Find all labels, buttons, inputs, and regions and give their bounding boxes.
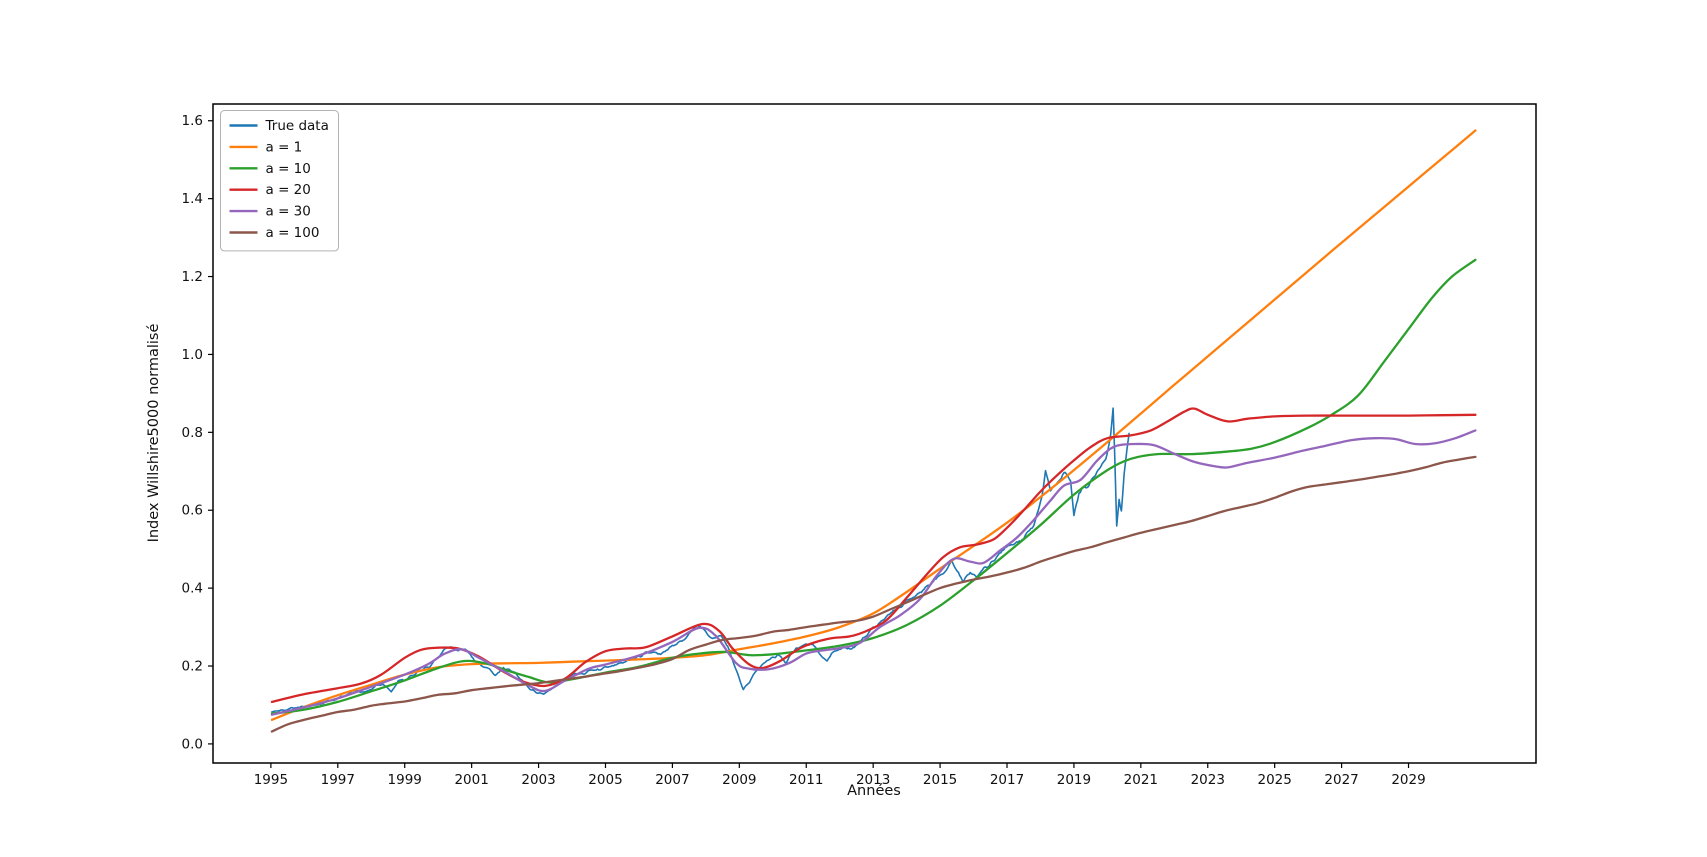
- x-tick-label: 2021: [1124, 772, 1158, 788]
- x-tick-label: 2019: [1057, 772, 1091, 788]
- y-tick-label: 0.2: [182, 659, 203, 675]
- legend-item-label: a = 100: [266, 225, 320, 241]
- y-tick-label: 0.0: [182, 736, 203, 752]
- x-tick-label: 1999: [388, 772, 422, 788]
- plot-frame: [212, 103, 1537, 764]
- x-tick-label: 2027: [1324, 772, 1358, 788]
- x-tick-label: 2009: [722, 772, 756, 788]
- legend-item-label: True data: [265, 118, 329, 134]
- series-a-1: [270, 129, 1477, 721]
- x-tick-label: 2011: [789, 772, 823, 788]
- x-axis-label: Années: [847, 783, 901, 799]
- series-true-data: [271, 407, 1130, 713]
- legend-item-label: a = 10: [266, 161, 311, 177]
- x-tick-label: 2015: [923, 772, 957, 788]
- x-tick-label: 2017: [990, 772, 1024, 788]
- x-tick-label: 2023: [1191, 772, 1225, 788]
- legend-box: [220, 110, 339, 252]
- x-tick-label: 2029: [1391, 772, 1425, 788]
- legend-item-label: a = 30: [266, 204, 311, 220]
- legend-item-label: a = 1: [266, 139, 303, 155]
- y-tick-label: 0.8: [182, 425, 203, 441]
- series-a-30: [270, 429, 1477, 716]
- x-tick-label: 2001: [454, 772, 488, 788]
- y-axis-label: Index Willshire5000 normalisé: [146, 324, 162, 543]
- legend-item-label: a = 20: [266, 182, 311, 198]
- y-tick-label: 1.4: [182, 191, 203, 207]
- x-tick-label: 2013: [856, 772, 890, 788]
- x-tick-label: 2025: [1257, 772, 1291, 788]
- x-tick-label: 2005: [588, 772, 622, 788]
- x-tick-label: 1995: [254, 772, 288, 788]
- y-tick-label: 1.6: [182, 113, 203, 129]
- y-tick-label: 0.6: [182, 503, 203, 519]
- series-a-10: [270, 258, 1477, 715]
- y-tick-label: 1.2: [182, 269, 203, 285]
- x-tick-label: 2003: [521, 772, 555, 788]
- x-tick-label: 1997: [321, 772, 355, 788]
- y-tick-label: 0.4: [182, 581, 203, 597]
- series-a-100: [270, 455, 1477, 733]
- x-tick-label: 2007: [655, 772, 689, 788]
- y-tick-label: 1.0: [182, 347, 203, 363]
